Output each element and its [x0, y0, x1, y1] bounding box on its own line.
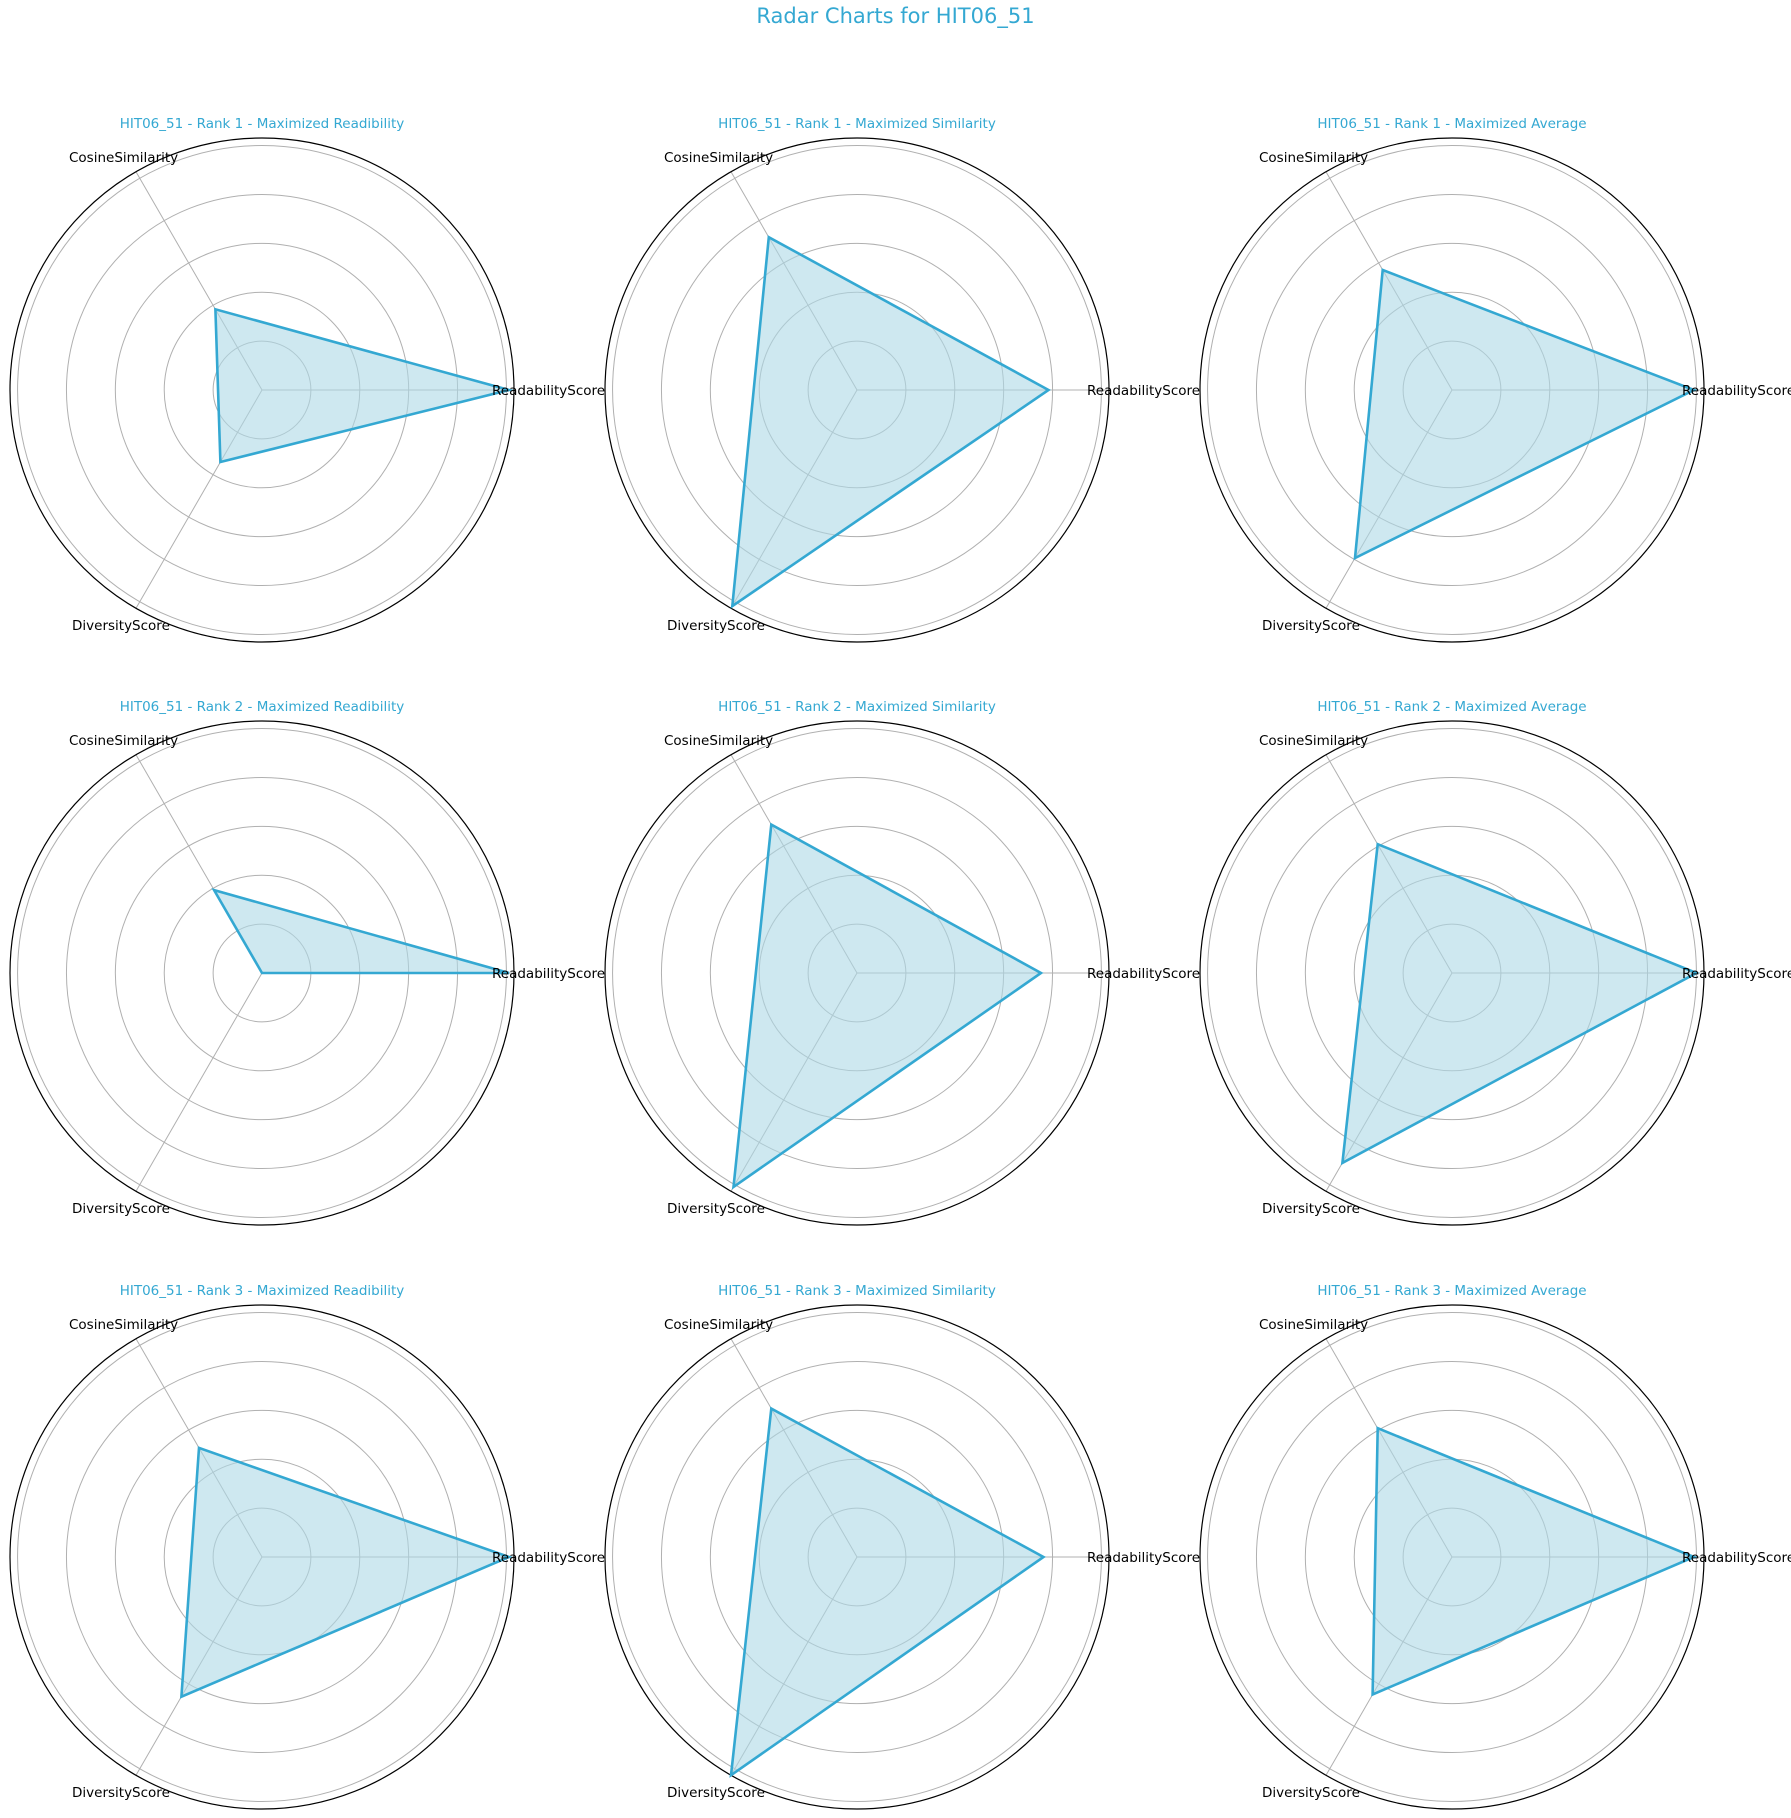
series-line: [214, 307, 515, 464]
grid-spoke: [135, 972, 263, 1192]
polar-spine: [604, 720, 1110, 1226]
axis-label-ReadabilityScore: ReadabilityScore: [1087, 383, 1200, 399]
chart-title: HIT06_51 - Rank 2 - Maximized Readibilit…: [120, 699, 405, 715]
polar-spine: [1199, 1304, 1705, 1810]
chart-title: HIT06_51 - Rank 3 - Maximized Similarity: [718, 1283, 996, 1299]
series-line: [730, 235, 1051, 609]
series-area: [732, 237, 1049, 607]
polar-spine: [9, 1304, 515, 1810]
axis-label-CosineSimilarity: CosineSimilarity: [664, 733, 773, 749]
radar-chart-3: ReadabilityScore CosineSimilarity Diversit…: [1199, 116, 1791, 643]
axis-label-DiversityScore: DiversityScore: [1262, 618, 1360, 634]
polar-spine: [604, 1304, 1110, 1810]
radar-chart-9: ReadabilityScore CosineSimilarity Diversit…: [1199, 1283, 1791, 1810]
series-line: [729, 1406, 1046, 1778]
polar-spine: [1199, 720, 1705, 1226]
axis-label-ReadabilityScore: ReadabilityScore: [1682, 383, 1791, 399]
radar-chart-7: ReadabilityScore CosineSimilarity Diversit…: [9, 1283, 605, 1810]
polar-spine: [9, 137, 515, 643]
radar-chart-5: ReadabilityScore CosineSimilarity Diversit…: [604, 699, 1200, 1226]
series-area: [215, 309, 509, 462]
axis-label-ReadabilityScore: ReadabilityScore: [492, 966, 605, 982]
axis-label-CosineSimilarity: CosineSimilarity: [664, 150, 773, 166]
chart-title: HIT06_51 - Rank 1 - Maximized Similarity: [718, 116, 996, 132]
axis-label-CosineSimilarity: CosineSimilarity: [664, 1317, 773, 1333]
radar-chart-8: ReadabilityScore CosineSimilarity Diversit…: [604, 1283, 1200, 1810]
series-area: [1342, 844, 1697, 1163]
radar-chart-2: ReadabilityScore CosineSimilarity Diversit…: [604, 116, 1200, 643]
radar-chart-4: ReadabilityScore CosineSimilarity Diversit…: [9, 699, 605, 1226]
axis-label-ReadabilityScore: ReadabilityScore: [1087, 1550, 1200, 1566]
axis-label-CosineSimilarity: CosineSimilarity: [69, 1317, 178, 1333]
chart-title: HIT06_51 - Rank 2 - Maximized Similarity: [718, 699, 996, 715]
series-line: [211, 887, 510, 975]
axis-label-DiversityScore: DiversityScore: [667, 1201, 765, 1217]
series-line: [1353, 268, 1698, 561]
axis-label-DiversityScore: DiversityScore: [72, 618, 170, 634]
axis-label-ReadabilityScore: ReadabilityScore: [1682, 1550, 1791, 1566]
axis-label-CosineSimilarity: CosineSimilarity: [1259, 1317, 1368, 1333]
chart-title: HIT06_51 - Rank 1 - Maximized Average: [1317, 116, 1586, 132]
series-area: [1355, 270, 1694, 558]
axis-label-ReadabilityScore: ReadabilityScore: [1682, 966, 1791, 982]
polar-spine: [1199, 137, 1705, 643]
radar-chart-6: ReadabilityScore CosineSimilarity Diversit…: [1199, 699, 1791, 1226]
chart-title: HIT06_51 - Rank 3 - Maximized Readibilit…: [120, 1283, 405, 1299]
axis-label-DiversityScore: DiversityScore: [72, 1785, 170, 1801]
axis-label-CosineSimilarity: CosineSimilarity: [69, 150, 178, 166]
series-area: [1372, 1428, 1694, 1695]
series-line: [1371, 1426, 1698, 1697]
series-line: [179, 1446, 513, 1699]
polar-spine: [9, 720, 515, 1226]
chart-title: HIT06_51 - Rank 1 - Maximized Readibilit…: [120, 116, 405, 132]
axis-label-ReadabilityScore: ReadabilityScore: [492, 1550, 605, 1566]
series-area: [731, 1408, 1044, 1776]
axis-label-DiversityScore: DiversityScore: [667, 1785, 765, 1801]
chart-title: HIT06_51 - Rank 3 - Maximized Average: [1317, 1283, 1586, 1299]
chart-title: HIT06_51 - Rank 2 - Maximized Average: [1317, 699, 1586, 715]
series-line: [731, 822, 1044, 1190]
axis-label-CosineSimilarity: CosineSimilarity: [69, 733, 178, 749]
series-area: [733, 824, 1041, 1187]
figure-title: Radar Charts for HIT06_51: [756, 4, 1035, 28]
axis-label-CosineSimilarity: CosineSimilarity: [1259, 150, 1368, 166]
axis-label-ReadabilityScore: ReadabilityScore: [1087, 966, 1200, 982]
series-line: [1340, 842, 1700, 1166]
polar-spine: [604, 137, 1110, 643]
axis-label-CosineSimilarity: CosineSimilarity: [1259, 733, 1368, 749]
radar-chart-1: ReadabilityScore CosineSimilarity Diversit…: [9, 116, 605, 643]
axis-label-DiversityScore: DiversityScore: [1262, 1201, 1360, 1217]
axis-label-ReadabilityScore: ReadabilityScore: [492, 383, 605, 399]
axis-label-DiversityScore: DiversityScore: [1262, 1785, 1360, 1801]
axis-label-DiversityScore: DiversityScore: [72, 1201, 170, 1217]
series-area: [181, 1447, 509, 1697]
axis-label-DiversityScore: DiversityScore: [667, 618, 765, 634]
